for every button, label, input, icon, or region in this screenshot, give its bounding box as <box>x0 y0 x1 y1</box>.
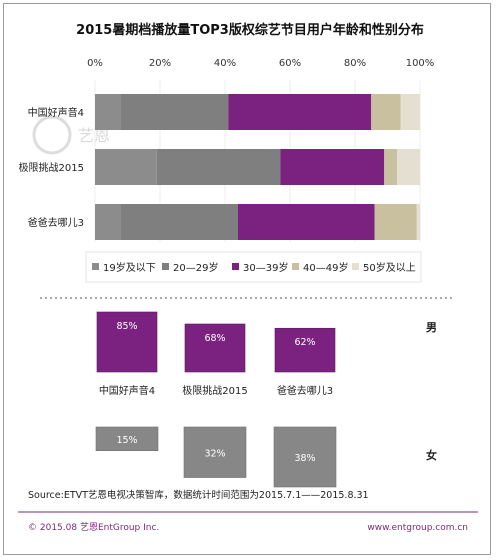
footer-copyright: © 2015.08 艺恩EntGroup Inc. <box>28 522 159 533</box>
bar-segment <box>384 149 398 185</box>
female-bar <box>95 426 159 451</box>
x-tick-label: 40% <box>214 58 236 69</box>
female-label: 女 <box>426 448 437 462</box>
legend-label: 40—49岁 <box>303 261 348 274</box>
bar-segment <box>95 94 121 130</box>
x-axis-ticks: 0% 20% 40% 60% 80% 100% <box>87 58 434 69</box>
bar-segment <box>397 149 420 185</box>
category-label: 中国好声音4 <box>28 106 84 119</box>
footer-website: www.entgroup.com.cn <box>367 523 468 533</box>
legend-swatch <box>232 263 239 270</box>
watermark-text: 艺恩 <box>78 126 110 145</box>
male-bar <box>274 327 336 373</box>
legend-label: 20—29岁 <box>173 261 218 274</box>
bar-segment <box>416 204 420 240</box>
gender-category-label: 极限挑战2015 <box>182 384 247 397</box>
chart-title: 2015暑期档播放量TOP3版权综艺节目用户年龄和性别分布 <box>76 22 424 38</box>
legend: 19岁及以下 20—29岁 30—39岁 40—49岁 50岁及以上 <box>92 261 416 274</box>
bar-segment <box>374 204 417 240</box>
male-value-label: 85% <box>116 321 137 332</box>
bar-segment <box>156 149 281 185</box>
gender-category-label: 中国好声音4 <box>99 384 155 397</box>
legend-swatch <box>352 263 359 270</box>
bar-segment <box>228 94 372 130</box>
x-tick-label: 60% <box>279 58 301 69</box>
male-bar <box>184 323 246 373</box>
bar-segment <box>121 94 229 130</box>
x-tick-label: 20% <box>149 58 171 69</box>
source-note: Source:ETVT艺恩电视决策智库，数据统计时间范围为2015.7.1——2… <box>28 489 369 501</box>
category-label: 极限挑战2015 <box>19 161 84 174</box>
female-value-label: 15% <box>116 435 137 446</box>
bar-segment <box>238 204 375 240</box>
legend-label: 30—39岁 <box>243 261 288 274</box>
bar-segment <box>121 204 238 240</box>
legend-swatch <box>162 263 169 270</box>
male-label: 男 <box>426 321 437 334</box>
category-label: 爸爸去哪儿3 <box>28 216 84 229</box>
female-bar <box>273 426 337 488</box>
bar-segment <box>95 149 157 185</box>
gender-category-label: 爸爸去哪儿3 <box>277 384 333 397</box>
bar-segment <box>371 94 401 130</box>
legend-swatch <box>292 263 299 270</box>
female-bar <box>183 426 247 478</box>
x-tick-label: 100% <box>406 58 435 69</box>
female-value-label: 38% <box>294 453 315 464</box>
legend-swatch <box>92 263 99 270</box>
category-labels: 中国好声音4 极限挑战2015 爸爸去哪儿3 <box>19 106 84 229</box>
x-tick-label: 80% <box>344 58 366 69</box>
legend-label: 19岁及以下 <box>103 261 156 274</box>
female-value-label: 32% <box>204 448 225 459</box>
x-tick-label: 0% <box>87 58 103 69</box>
gender-chart: 85% 中国好声音4 15% 68% 极限挑战2015 32% 62% 爸爸去哪儿3 38% <box>95 311 337 488</box>
male-value-label: 62% <box>294 337 315 348</box>
male-value-label: 68% <box>204 333 225 344</box>
legend-box <box>85 251 422 283</box>
bar-segment <box>95 204 121 240</box>
watermark: 艺恩 <box>32 115 110 155</box>
stacked-bars <box>95 94 420 240</box>
bar-segment <box>400 94 420 130</box>
legend-label: 50岁及以上 <box>363 261 416 274</box>
male-bar <box>96 311 158 373</box>
bar-segment <box>280 149 385 185</box>
